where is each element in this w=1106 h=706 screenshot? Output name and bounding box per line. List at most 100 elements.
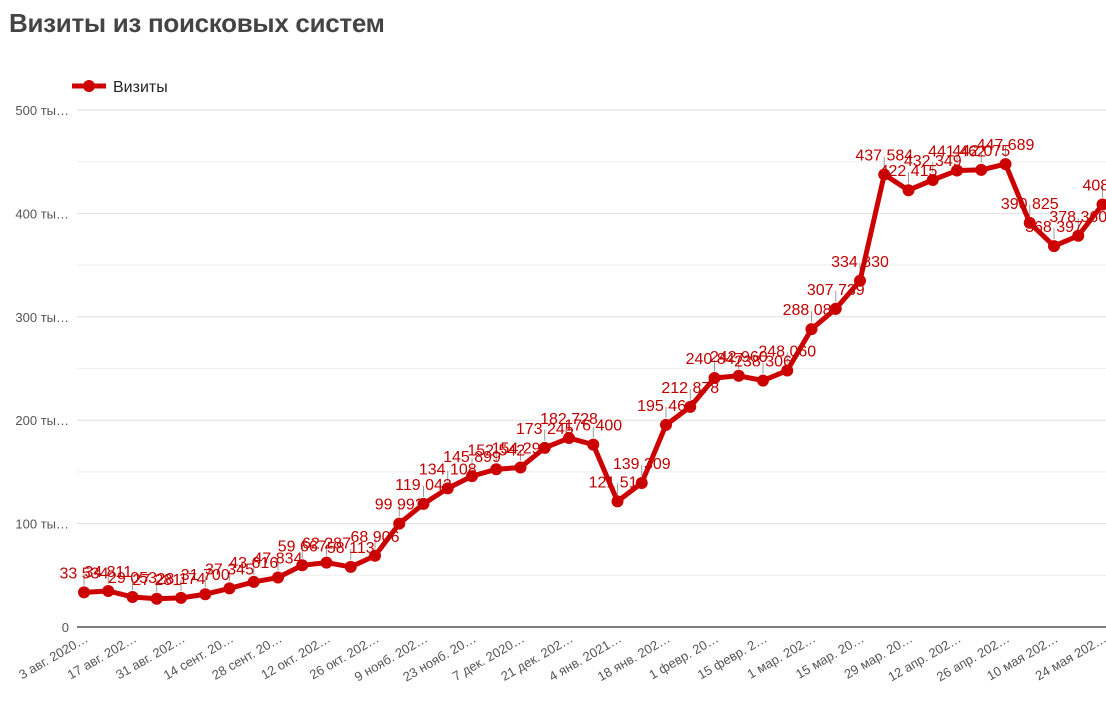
data-label: 119 042 bbox=[395, 477, 452, 494]
data-label: 447 689 bbox=[977, 137, 1035, 154]
data-point bbox=[732, 369, 745, 382]
data-label: 248 060 bbox=[758, 344, 816, 361]
data-label: 99 992 bbox=[375, 497, 424, 514]
data-point bbox=[563, 432, 575, 445]
data-label: 145 899 bbox=[443, 449, 501, 466]
data-point bbox=[975, 163, 988, 176]
data-point bbox=[514, 461, 527, 474]
data-label: 176 400 bbox=[564, 418, 622, 435]
data-label: 182 728 bbox=[540, 411, 598, 428]
data-label: 334 830 bbox=[831, 254, 889, 271]
data-point bbox=[223, 582, 236, 595]
data-point bbox=[417, 497, 430, 510]
legend-label: Визиты bbox=[113, 79, 168, 96]
data-label: 28 174 bbox=[157, 571, 206, 588]
data-point bbox=[999, 158, 1012, 171]
data-label: 59 667 bbox=[278, 538, 327, 555]
legend: Визиты bbox=[72, 79, 168, 96]
data-label: 378 360 bbox=[1049, 209, 1106, 226]
data-point bbox=[829, 302, 842, 315]
data-point bbox=[320, 556, 333, 569]
data-point bbox=[926, 173, 939, 186]
data-point bbox=[272, 571, 284, 584]
data-point bbox=[1096, 198, 1106, 211]
data-label: 154 290 bbox=[492, 440, 550, 457]
data-label: 121 514 bbox=[589, 474, 647, 491]
y-tick-label: 300 ты… bbox=[15, 310, 69, 325]
data-label: 37 345 bbox=[205, 561, 254, 578]
data-point bbox=[199, 588, 212, 601]
data-point bbox=[393, 517, 406, 530]
data-label: 173 245 bbox=[516, 421, 574, 438]
data-point bbox=[757, 374, 769, 387]
y-tick-label: 200 ты… bbox=[15, 413, 69, 428]
data-label: 68 906 bbox=[351, 529, 400, 546]
data-point bbox=[854, 274, 866, 287]
data-label: 33 534 bbox=[60, 565, 109, 582]
data-point bbox=[175, 591, 187, 604]
data-label: 29 053 bbox=[108, 570, 157, 587]
data-point bbox=[538, 441, 551, 454]
data-label: 139 309 bbox=[613, 456, 671, 473]
data-point bbox=[781, 364, 794, 377]
series-line bbox=[81, 161, 1105, 602]
data-point bbox=[635, 476, 648, 489]
data-point bbox=[708, 371, 721, 384]
chart-title: Визиты из поисковых систем bbox=[9, 8, 385, 38]
y-axis-ticks: 0 100 ты… 200 ты… 300 ты… 400 ты… 500 ты… bbox=[15, 103, 69, 635]
data-point bbox=[490, 463, 503, 476]
data-point bbox=[296, 559, 309, 572]
data-point bbox=[1023, 216, 1036, 229]
y-tick-label: 500 ты… bbox=[15, 103, 69, 118]
data-point bbox=[78, 586, 90, 599]
y-tick-label: 400 ты… bbox=[15, 206, 69, 221]
data-label: 34 811 bbox=[84, 564, 132, 581]
data-label: 58 113 bbox=[327, 540, 375, 557]
data-label: 307 739 bbox=[807, 282, 865, 299]
x-axis-ticks: 3 авг. 2020…17 авг. 202…31 авг. 202…14 с… bbox=[16, 631, 1106, 685]
data-label: 47 834 bbox=[254, 551, 303, 568]
data-point bbox=[369, 549, 381, 562]
data-label: 437 584 bbox=[855, 148, 913, 165]
data-point bbox=[1072, 229, 1085, 242]
data-point bbox=[660, 418, 672, 431]
data-label: 390 825 bbox=[1001, 196, 1059, 213]
data-point bbox=[1048, 240, 1060, 253]
data-point bbox=[805, 323, 818, 336]
data-point bbox=[878, 168, 891, 181]
y-tick-label: 0 bbox=[62, 620, 69, 635]
data-label: 288 089 bbox=[783, 302, 841, 319]
data-point bbox=[344, 560, 357, 573]
data-label: 432 349 bbox=[904, 153, 962, 170]
series-visity bbox=[78, 158, 1106, 605]
data-label: 442 075 bbox=[952, 143, 1010, 160]
data-label: 62 287 bbox=[302, 536, 351, 553]
data-label: 152 542 bbox=[467, 442, 525, 459]
data-label: 43 616 bbox=[229, 555, 278, 572]
data-label: 408 6 bbox=[1082, 178, 1106, 195]
data-label: 238 306 bbox=[734, 354, 792, 371]
data-label: 242 960 bbox=[710, 349, 768, 366]
data-point bbox=[102, 585, 115, 598]
label-leaders bbox=[83, 146, 1103, 592]
data-label: 240 847 bbox=[686, 351, 744, 368]
legend-point-marker bbox=[83, 80, 95, 92]
data-label: 368 397 bbox=[1025, 219, 1083, 236]
data-label: 422 415 bbox=[880, 163, 938, 180]
data-point bbox=[150, 592, 163, 605]
data-point bbox=[126, 590, 139, 603]
gridlines bbox=[77, 109, 1106, 628]
data-point bbox=[247, 575, 260, 588]
y-tick-label: 100 ты… bbox=[15, 517, 69, 532]
data-label: 212 878 bbox=[661, 380, 719, 397]
data-label: 134 108 bbox=[419, 461, 477, 478]
data-point bbox=[587, 438, 600, 451]
data-point bbox=[684, 400, 697, 413]
data-point bbox=[611, 495, 624, 508]
data-label: 195 464 bbox=[637, 398, 695, 415]
data-label: 27 281 bbox=[132, 572, 181, 589]
data-label: 31 700 bbox=[181, 567, 230, 584]
data-label: 441 462 bbox=[928, 144, 986, 161]
